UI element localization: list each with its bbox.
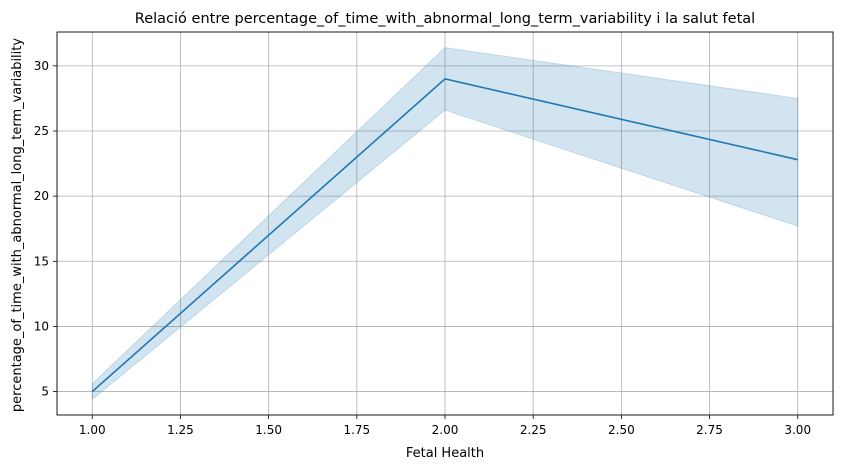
x-tick-label: 1.75 — [343, 423, 370, 437]
x-tick-label: 2.50 — [608, 423, 635, 437]
y-tick-label: 5 — [41, 385, 49, 399]
chart-title: Relació entre percentage_of_time_with_ab… — [135, 11, 755, 27]
y-tick-label: 30 — [34, 59, 49, 73]
x-tick-label: 2.75 — [696, 423, 723, 437]
series-lines — [91, 78, 798, 393]
y-axis-ticks: 5 10 15 20 25 30 — [34, 59, 57, 399]
y-axis-label: percentage_of_time_with_abnormal_long_te… — [10, 38, 25, 412]
x-tick-label: 2.25 — [520, 423, 547, 437]
ci-band — [91, 47, 799, 401]
x-tick-label: 1.50 — [255, 423, 282, 437]
y-tick-label: 10 — [34, 319, 49, 333]
x-tick-label: 3.00 — [784, 423, 811, 437]
y-tick-label: 15 — [34, 254, 49, 268]
y-tick-label: 20 — [34, 189, 49, 203]
x-axis-ticks: 1.00 1.25 1.50 1.75 2.00 2.25 2.50 2.75 3.00 — [79, 415, 811, 437]
x-tick-label: 1.00 — [79, 423, 106, 437]
y-tick-label: 25 — [34, 124, 49, 138]
grid — [57, 32, 833, 415]
confidence-band — [91, 47, 799, 401]
x-tick-label: 2.00 — [432, 423, 459, 437]
x-axis-label: Fetal Health — [406, 446, 484, 461]
x-tick-label: 1.25 — [167, 423, 194, 437]
